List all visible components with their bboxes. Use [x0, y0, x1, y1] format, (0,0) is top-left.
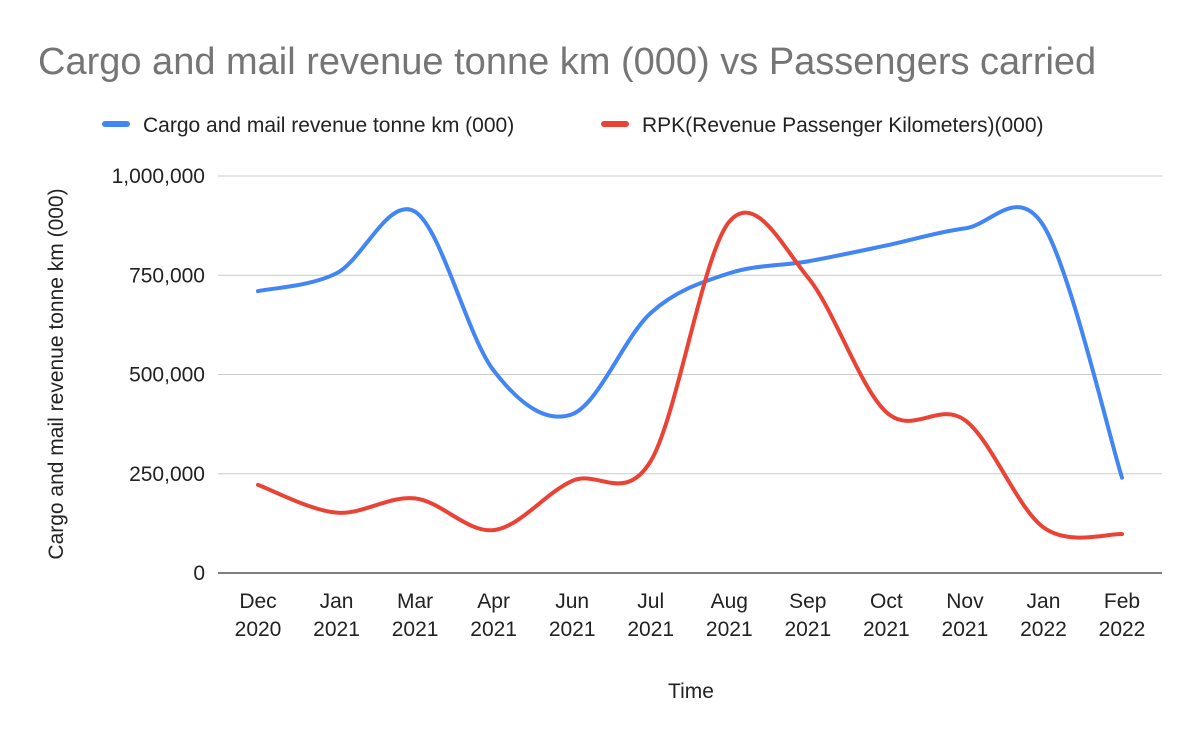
cargo-point-0 — [256, 289, 260, 293]
x-tick-year: 2022 — [1020, 618, 1067, 641]
x-tick-year: 2021 — [549, 618, 596, 641]
x-tick-month: Sep — [789, 590, 826, 613]
x-tick-label: Sep 2021 — [784, 590, 831, 641]
rpk-point-0 — [256, 483, 260, 487]
x-tick-label: Dec 2020 — [235, 590, 282, 641]
x-tick-year: 2021 — [863, 618, 910, 641]
y-tick-label: 0 — [193, 562, 205, 585]
cargo-point-9 — [963, 226, 967, 230]
rpk-point-10 — [1041, 525, 1045, 529]
y-tick-label: 1,000,000 — [112, 165, 205, 188]
x-axis-label: Time — [668, 680, 714, 703]
y-axis-label: Cargo and mail revenue tonne km (000) — [45, 188, 68, 559]
x-tick-year: 2020 — [235, 618, 282, 641]
cargo-point-10 — [1041, 224, 1045, 228]
x-tick-month: Nov — [946, 590, 984, 613]
x-tick-month: Dec — [239, 590, 276, 613]
x-tick-year: 2021 — [392, 618, 439, 641]
x-axis-ticks: Dec 2020 Jan 2021 Mar 2021 Apr 2021 Jun 2021 Jul 20… — [235, 590, 1146, 641]
cargo-point-2 — [413, 210, 417, 214]
x-tick-month: Feb — [1104, 590, 1140, 613]
x-tick-month: Oct — [870, 590, 903, 613]
x-tick-label: Apr 2021 — [470, 590, 517, 641]
cargo-point-7 — [806, 259, 810, 263]
x-tick-label: Feb 2022 — [1099, 590, 1146, 641]
y-tick-label: 750,000 — [129, 264, 205, 287]
cargo-point-11 — [1120, 476, 1124, 480]
y-axis-ticks: 0 250,000 500,000 750,000 1,000,000 — [112, 165, 205, 585]
series-line-rpk — [256, 210, 1124, 540]
x-tick-year: 2022 — [1099, 618, 1146, 641]
x-tick-month: Jan — [320, 590, 354, 613]
x-tick-label: Nov 2021 — [942, 590, 989, 641]
rpk-point-2 — [413, 496, 417, 500]
cargo-point-4 — [570, 412, 574, 416]
x-tick-label: Mar 2021 — [392, 590, 439, 641]
x-tick-label: Jul 2021 — [627, 590, 674, 641]
rpk-point-9 — [963, 418, 967, 422]
x-tick-month: Jan — [1027, 590, 1061, 613]
rpk-point-4 — [570, 479, 574, 483]
legend-label-rpk: RPK(Revenue Passenger Kilometers)(000) — [642, 114, 1044, 137]
rpk-point-5 — [649, 459, 653, 463]
cargo-point-8 — [884, 243, 888, 247]
rpk-point-6 — [727, 220, 731, 224]
series-line-cargo — [256, 205, 1124, 480]
gridlines — [218, 175, 1162, 574]
rpk-point-7 — [806, 275, 810, 279]
y-tick-label: 250,000 — [129, 463, 205, 486]
x-tick-year: 2021 — [470, 618, 517, 641]
x-tick-label: Jun 2021 — [549, 590, 596, 641]
rpk-point-3 — [492, 528, 496, 532]
cargo-point-1 — [335, 271, 339, 275]
legend-label-cargo: Cargo and mail revenue tonne km (000) — [143, 114, 514, 137]
y-tick-label: 500,000 — [129, 364, 205, 387]
cargo-point-6 — [727, 271, 731, 275]
x-tick-label: Oct 2021 — [863, 590, 910, 641]
x-tick-label: Jan 2022 — [1020, 590, 1067, 641]
cargo-point-5 — [649, 311, 653, 315]
x-tick-month: Mar — [397, 590, 433, 613]
rpk-point-11 — [1120, 532, 1124, 536]
legend: Cargo and mail revenue tonne km (000) RP… — [102, 114, 1044, 137]
x-tick-month: Jul — [637, 590, 664, 613]
x-tick-label: Aug 2021 — [706, 590, 753, 641]
x-tick-year: 2021 — [784, 618, 831, 641]
chart-title: Cargo and mail revenue tonne km (000) vs… — [38, 41, 1096, 83]
rpk-point-8 — [884, 410, 888, 414]
x-tick-month: Jun — [555, 590, 589, 613]
x-tick-label: Jan 2021 — [313, 590, 360, 641]
x-tick-year: 2021 — [627, 618, 674, 641]
series-lines — [256, 205, 1124, 540]
x-tick-year: 2021 — [706, 618, 753, 641]
x-tick-month: Apr — [477, 590, 510, 613]
rpk-point-1 — [335, 511, 339, 515]
x-tick-year: 2021 — [942, 618, 989, 641]
cargo-point-3 — [492, 369, 496, 373]
x-tick-year: 2021 — [313, 618, 360, 641]
x-tick-month: Aug — [711, 590, 748, 613]
